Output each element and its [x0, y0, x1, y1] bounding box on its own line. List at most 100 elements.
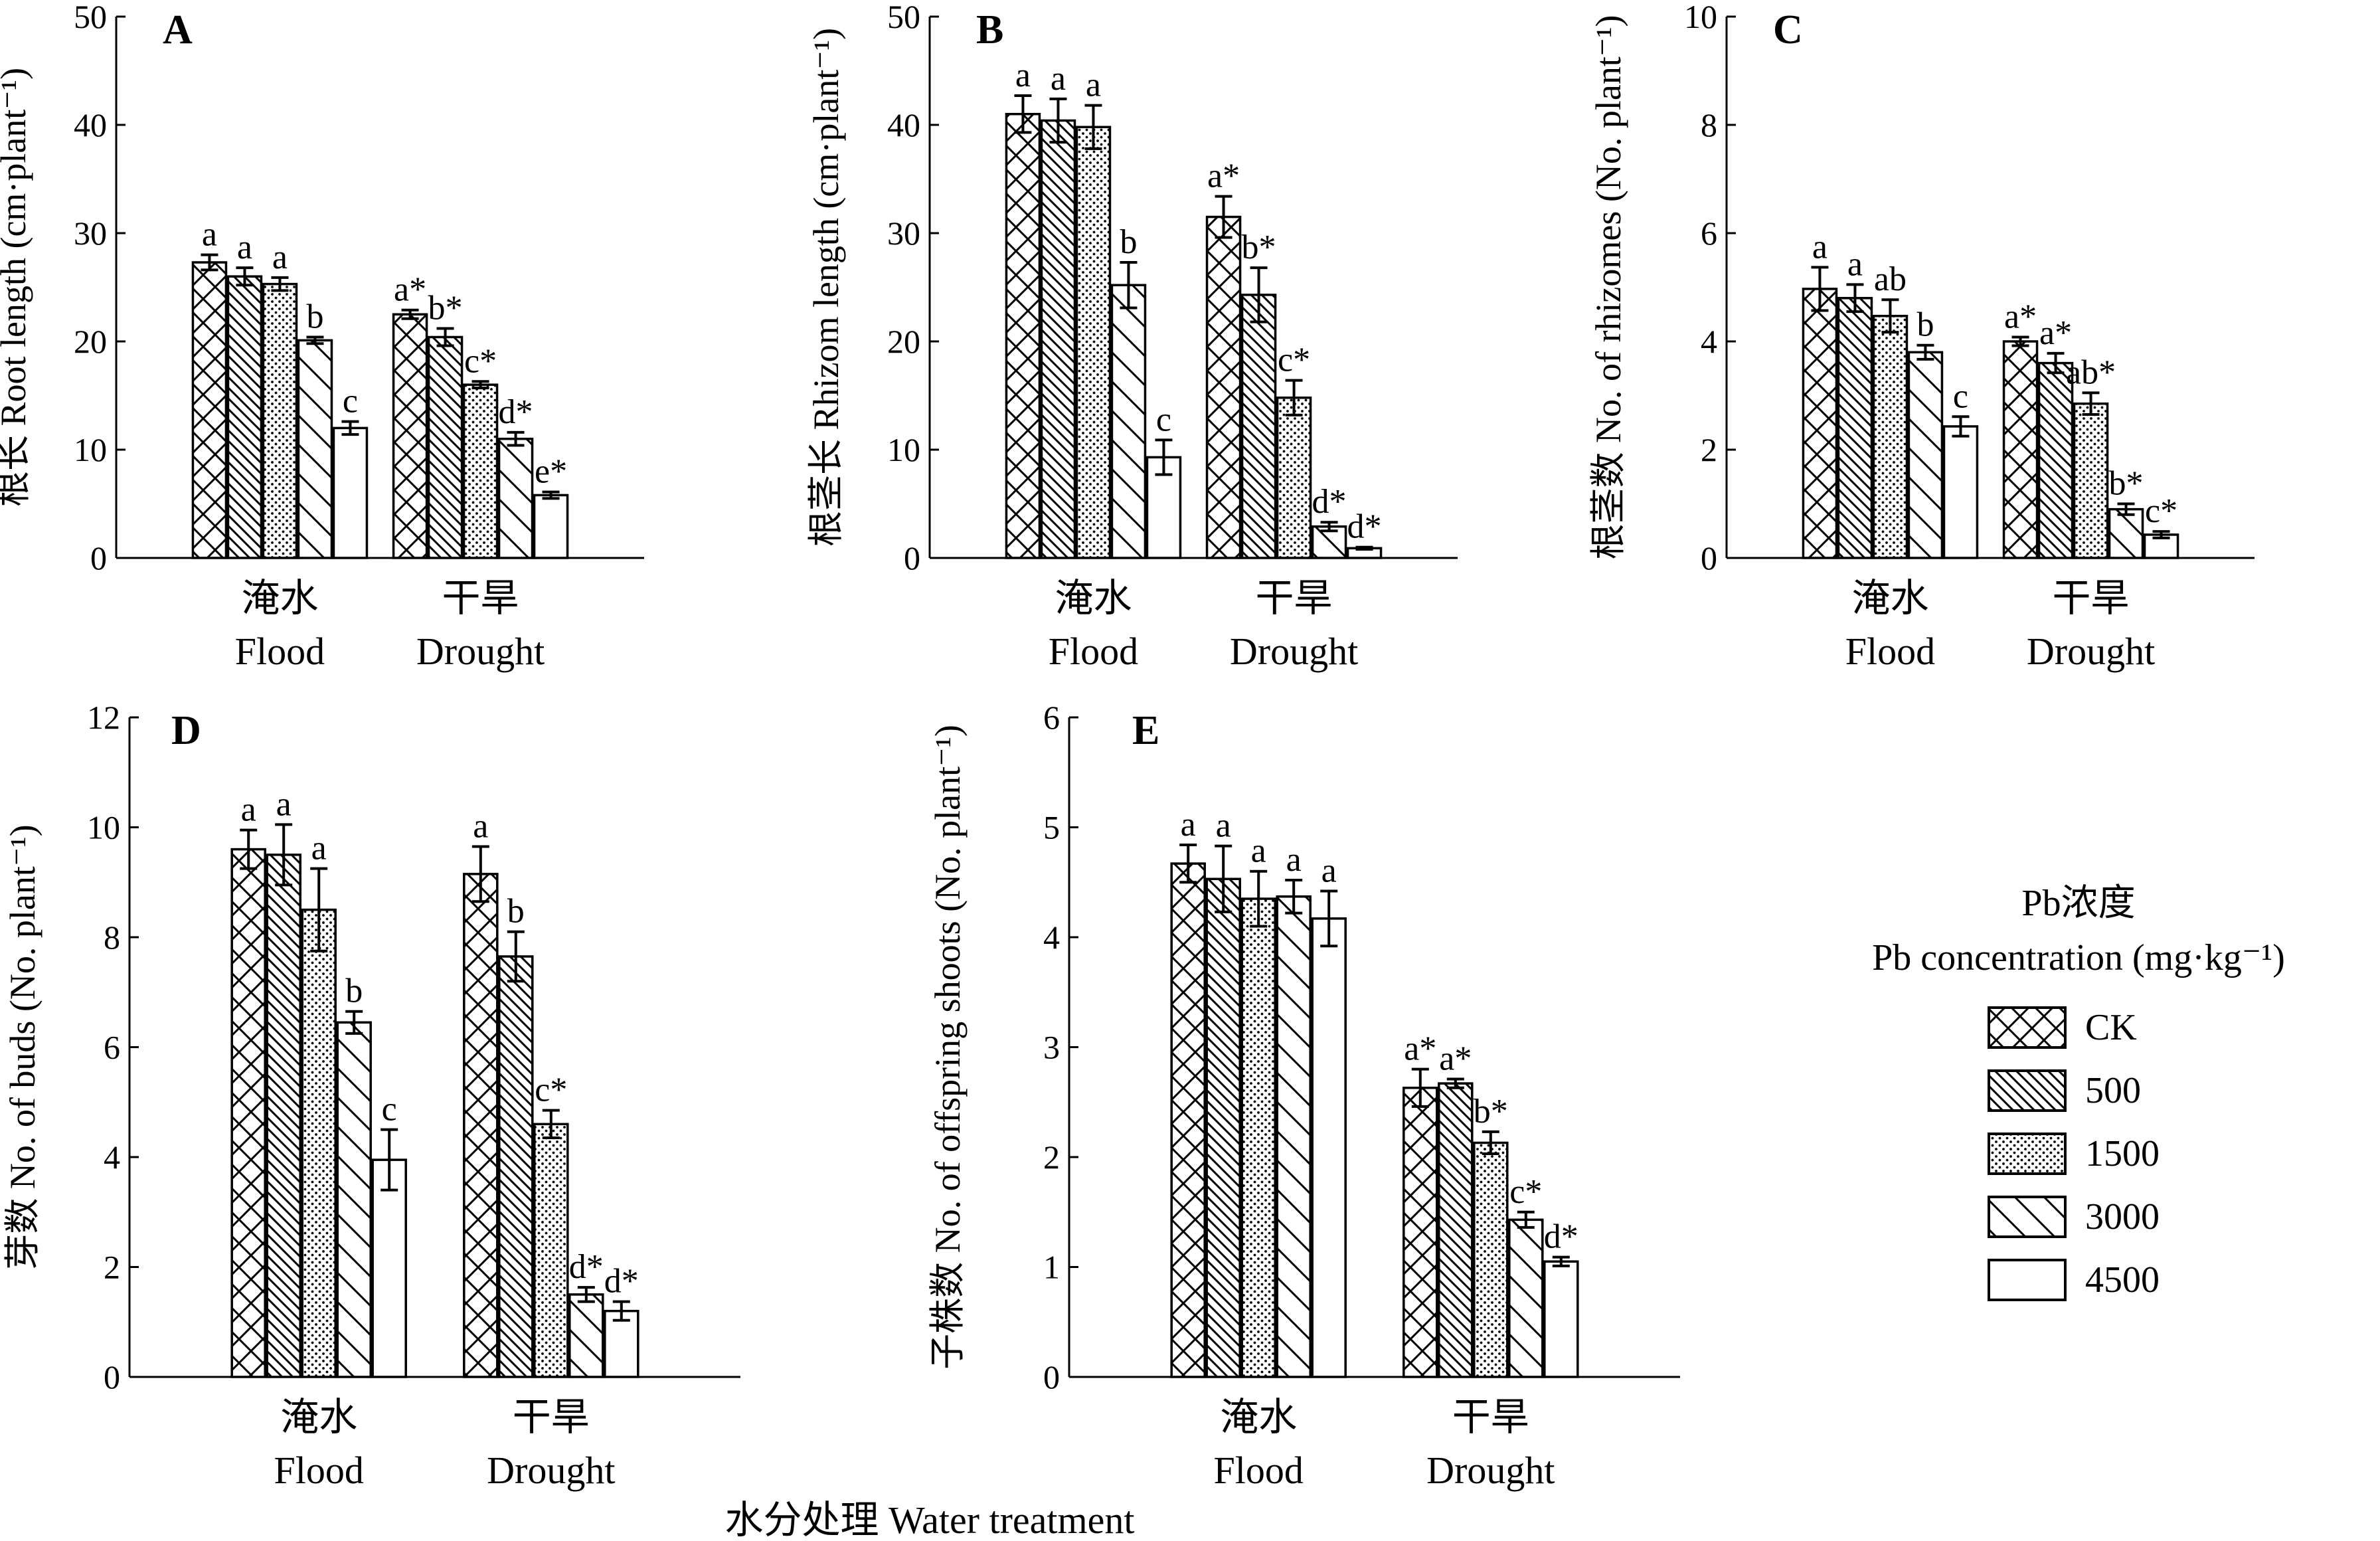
y-tick-label: 8: [104, 919, 120, 956]
category-label-en: Drought: [487, 1449, 615, 1492]
significance-label: a: [311, 830, 327, 867]
bar-3000: [497, 437, 534, 559]
bar-500: [1837, 297, 1873, 559]
significance-label: b*: [2109, 465, 2144, 503]
category-label-zh: 干旱: [1256, 577, 1333, 620]
panel-a: 0 10 20 30 40 50 A 根长 Root length (cm·plant⁻¹) a…: [0, 0, 644, 673]
category-label-zh: 淹水: [1851, 577, 1928, 620]
legend-swatch-CK: [1988, 1006, 2067, 1049]
y-tick-label: 0: [904, 539, 920, 577]
legend-label-1500: 1500: [2085, 1133, 2160, 1174]
significance-label: a: [1051, 60, 1066, 98]
significance-label: c*: [2145, 492, 2177, 530]
significance-label: b: [507, 893, 525, 931]
category-label-en: Drought: [1426, 1449, 1555, 1492]
category-label-zh: 淹水: [241, 577, 318, 620]
bar-1500: [1872, 314, 1909, 559]
y-tick-label: 5: [1043, 809, 1060, 846]
legend-label-CK: CK: [2085, 1007, 2137, 1048]
significance-label: b: [345, 972, 363, 1010]
legend-swatch-4500: [1988, 1259, 2067, 1301]
significance-label: a: [1251, 832, 1266, 870]
bar-CK: [1802, 288, 1838, 559]
significance-label: a: [276, 785, 292, 823]
bar-3000: [2108, 507, 2144, 559]
legend-swatch-3000: [1988, 1196, 2067, 1238]
y-tick-label: 10: [1684, 0, 1717, 35]
panel-letter: A: [163, 7, 193, 52]
bar-1500: [533, 1123, 569, 1378]
significance-label: b*: [428, 289, 463, 327]
category-label-zh: 淹水: [280, 1396, 357, 1439]
legend-items: CK 500 1500 3000 4500: [1988, 1006, 2160, 1301]
significance-label: c: [343, 383, 358, 420]
bar-500: [226, 275, 263, 559]
category-label-zh: 干旱: [513, 1396, 590, 1439]
category-label-en: Flood: [274, 1449, 364, 1492]
y-tick-label: 0: [1701, 539, 1717, 577]
bar-1500: [1240, 897, 1276, 1378]
legend-title-line1: Pb浓度: [2021, 883, 2135, 924]
y-axis-title: 子株数 No. of offspring shoots (No. plant⁻¹…: [928, 725, 968, 1370]
bar-4500: [1311, 917, 1347, 1378]
legend: Pb浓度 Pb concentration (mg·kg⁻¹) CK 500 150…: [1872, 883, 2285, 1301]
significance-label: b: [306, 298, 323, 335]
x-axis-shared-title: 水分处理 Water treatment: [724, 1498, 1134, 1541]
bar-500: [2037, 361, 2074, 559]
y-tick-label: 6: [1701, 215, 1717, 252]
panel-letter: C: [1773, 7, 1803, 52]
bar-1500: [2073, 402, 2109, 559]
significance-label: c: [1156, 401, 1171, 438]
y-tick-label: 1: [1043, 1249, 1060, 1286]
significance-label: e*: [535, 453, 567, 491]
legend-label-3000: 3000: [2085, 1196, 2160, 1237]
significance-label: a*: [2004, 298, 2037, 335]
bar-1500: [1473, 1141, 1509, 1378]
y-tick-label: 6: [1043, 699, 1060, 736]
significance-label: c: [1953, 377, 1968, 415]
y-tick-label: 0: [1043, 1358, 1060, 1396]
significance-label: d*: [604, 1263, 639, 1301]
bar-500: [1205, 877, 1241, 1378]
bar-4500: [332, 426, 369, 559]
bar-4500: [1543, 1260, 1579, 1378]
significance-label: a: [1286, 841, 1302, 879]
bar-CK: [463, 873, 499, 1378]
y-tick-label: 2: [104, 1249, 120, 1286]
category-label-en: Drought: [2027, 630, 2155, 673]
significance-label: a*: [1404, 1030, 1436, 1068]
significance-label: ab: [1874, 260, 1907, 298]
significance-label: b*: [1474, 1093, 1508, 1131]
bar-CK: [1205, 215, 1242, 559]
legend-swatch-1500: [1988, 1133, 2067, 1175]
bar-CK: [1005, 112, 1041, 559]
bar-3000: [1276, 895, 1312, 1378]
significance-label: c: [382, 1091, 397, 1129]
bar-500: [498, 955, 534, 1378]
bar-1500: [462, 383, 499, 559]
significance-label: b: [1120, 223, 1137, 261]
bar-500: [1438, 1082, 1474, 1378]
category-label-zh: 干旱: [1452, 1396, 1529, 1439]
y-tick-label: 20: [887, 323, 920, 360]
significance-label: a*: [1439, 1040, 1472, 1077]
y-tick-label: 2: [1701, 431, 1717, 468]
significance-label: a*: [394, 271, 426, 309]
y-tick-label: 4: [1043, 919, 1060, 956]
significance-label: c*: [464, 342, 497, 380]
significance-label: d*: [1544, 1218, 1578, 1256]
y-tick-label: 6: [104, 1029, 120, 1066]
bar-1500: [301, 908, 337, 1378]
bar-CK: [2002, 340, 2039, 559]
y-tick-label: 3: [1043, 1029, 1060, 1066]
y-tick-label: 40: [887, 106, 920, 143]
significance-label: d*: [569, 1248, 604, 1286]
bar-1500: [1075, 126, 1112, 559]
category-label-en: Flood: [1049, 630, 1138, 673]
bar-CK: [191, 261, 228, 559]
legend-label-4500: 4500: [2085, 1259, 2160, 1301]
significance-label: a: [1321, 852, 1337, 889]
legend-swatch-500: [1988, 1069, 2067, 1112]
